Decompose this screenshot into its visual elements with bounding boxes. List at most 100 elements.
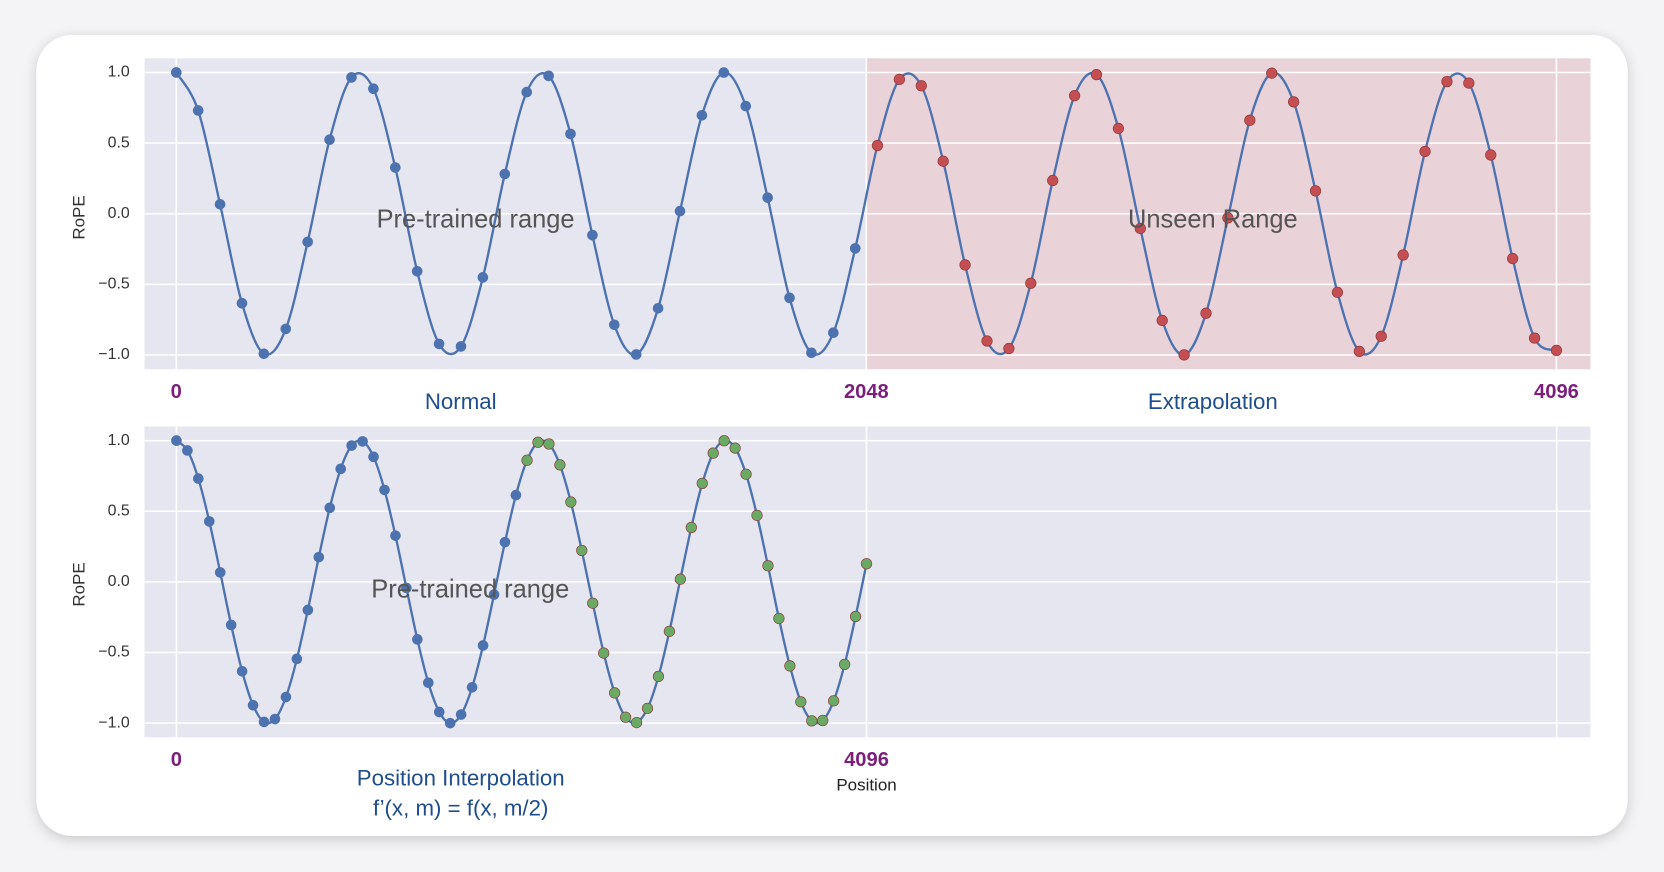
data-point (521, 454, 533, 466)
annotation: Position Interpolation (357, 766, 565, 791)
data-point (192, 105, 204, 116)
y-tick-label: 0.5 (108, 134, 130, 151)
data-point (696, 109, 708, 121)
data-point (214, 198, 226, 210)
data-point (718, 67, 730, 78)
y-tick-label: −1.0 (98, 714, 130, 731)
data-point (433, 706, 445, 718)
data-point (423, 677, 434, 689)
data-point (499, 168, 511, 180)
data-point (291, 653, 303, 665)
data-point (1507, 252, 1519, 265)
data-point (565, 128, 576, 140)
data-point (357, 436, 368, 447)
data-point (280, 691, 292, 703)
data-point (313, 551, 325, 563)
data-point (368, 451, 379, 463)
data-point (510, 489, 522, 501)
data-point (652, 670, 665, 683)
x-tick-label: 0 (171, 749, 182, 771)
data-point (1463, 77, 1475, 89)
data-point (236, 297, 248, 309)
y-tick-label: 0.0 (108, 573, 130, 590)
data-point (630, 716, 643, 729)
data-point (1244, 114, 1256, 126)
data-point (236, 665, 248, 677)
data-point (1003, 342, 1015, 355)
data-point (1419, 145, 1431, 158)
data-point (324, 134, 335, 146)
data-point (444, 717, 456, 729)
data-point (412, 634, 423, 645)
data-point (565, 496, 577, 508)
data-point (849, 243, 861, 254)
data-point (641, 702, 654, 714)
data-point (1156, 314, 1168, 327)
y-axis-label: RoPE (69, 562, 88, 606)
x-axis-label: Position (836, 776, 896, 795)
y-tick-label: 0.0 (108, 205, 130, 222)
annotation: Extrapolation (1148, 389, 1278, 414)
data-point (893, 73, 906, 86)
data-point (1441, 76, 1453, 88)
data-point (740, 100, 752, 112)
data-point (390, 530, 401, 541)
data-point (587, 229, 598, 241)
data-point (532, 436, 544, 448)
data-point (652, 302, 664, 314)
data-point (1068, 90, 1081, 102)
data-point (214, 567, 226, 578)
data-point (455, 341, 467, 352)
data-point (784, 660, 796, 672)
y-tick-label: −1.0 (98, 346, 130, 363)
data-point (674, 205, 686, 217)
data-point (193, 473, 204, 484)
data-point (619, 711, 632, 723)
data-point (1178, 349, 1190, 361)
data-point (1331, 286, 1344, 298)
data-point (849, 610, 862, 623)
y-tick-label: −0.5 (98, 276, 130, 293)
data-point (1288, 96, 1300, 108)
data-point (1266, 67, 1278, 79)
data-point (795, 696, 807, 708)
data-point (1397, 249, 1409, 261)
data-point (455, 709, 467, 720)
y-axis-label: RoPE (69, 195, 88, 239)
data-point (1375, 330, 1387, 342)
annotation: Pre-trained range (371, 576, 569, 604)
data-point (554, 459, 566, 471)
data-point (182, 445, 193, 456)
data-point (499, 536, 511, 548)
data-point (543, 438, 555, 450)
x-tick-label: 4096 (1534, 381, 1579, 403)
data-point (1025, 277, 1037, 289)
y-tick-label: 1.0 (108, 432, 130, 449)
data-point (762, 192, 773, 203)
data-point (379, 484, 390, 496)
data-point (302, 236, 313, 248)
y-tick-label: 1.0 (108, 64, 130, 81)
data-point (828, 327, 839, 339)
annotation: Pre-trained range (377, 205, 575, 233)
data-point (411, 265, 423, 277)
data-point (806, 347, 817, 359)
x-tick-label: 2048 (844, 381, 889, 403)
data-point (1528, 332, 1541, 344)
data-point (609, 319, 620, 331)
data-point (696, 477, 708, 490)
annotation: Normal (425, 389, 497, 414)
y-tick-label: 0.5 (108, 502, 130, 519)
data-point (981, 335, 993, 347)
data-point (1200, 307, 1212, 319)
data-point (247, 699, 259, 711)
data-point (817, 714, 829, 727)
data-point (871, 139, 884, 152)
x-tick-label: 4096 (844, 749, 889, 771)
data-point (1550, 344, 1563, 356)
data-point (915, 80, 927, 92)
data-point (335, 463, 347, 475)
data-point (302, 604, 314, 616)
